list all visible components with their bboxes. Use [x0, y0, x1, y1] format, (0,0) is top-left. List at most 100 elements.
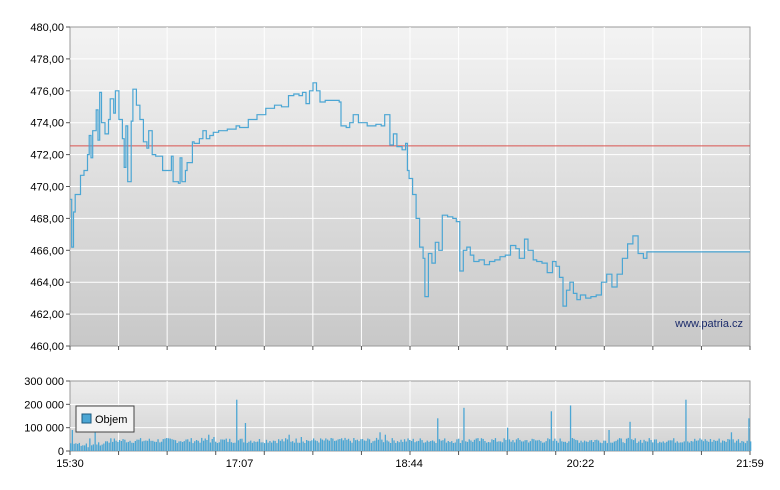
volume-bar — [255, 441, 257, 451]
volume-bar — [524, 440, 526, 451]
volume-bar — [347, 438, 350, 451]
volume-bar — [416, 441, 418, 451]
volume-bar — [138, 439, 140, 451]
volume-bar — [557, 442, 559, 451]
volume-bar — [91, 445, 93, 451]
volume-x-tick-label: 18:44 — [395, 458, 423, 470]
volume-bar — [522, 441, 525, 451]
volume-bar — [239, 438, 241, 451]
volume-bar — [127, 441, 129, 451]
volume-bar — [105, 441, 107, 451]
volume-bar — [124, 439, 126, 451]
volume-bar — [720, 442, 722, 451]
volume-bar — [575, 439, 577, 451]
volume-bar — [466, 441, 469, 451]
volume-bar — [604, 440, 607, 451]
volume-bar — [335, 440, 337, 451]
volume-bar — [669, 440, 671, 451]
volume-bar — [585, 441, 587, 451]
volume-bar — [162, 439, 164, 451]
volume-bar — [285, 438, 287, 451]
volume-bar — [166, 438, 168, 451]
volume-bar — [213, 437, 215, 451]
volume-bar — [430, 441, 432, 451]
volume-bar — [484, 441, 486, 451]
volume-bar — [125, 442, 128, 451]
volume-bar — [234, 442, 236, 451]
price-y-tick-label: 460,00 — [30, 341, 64, 353]
volume-bar — [683, 441, 685, 451]
volume-bar — [244, 423, 247, 451]
volume-bar — [232, 442, 234, 451]
legend-swatch — [81, 413, 92, 424]
volume-bar — [599, 442, 601, 451]
volume-bar — [73, 443, 75, 451]
volume-bar — [220, 439, 222, 451]
volume-bar — [569, 405, 572, 451]
volume-bar — [293, 442, 296, 451]
volume-bar — [743, 441, 745, 451]
volume-bar — [526, 440, 528, 451]
volume-bar — [437, 418, 439, 451]
volume-bar — [676, 441, 678, 451]
volume-bar — [283, 441, 285, 451]
volume-bar — [493, 440, 495, 451]
volume-bar — [407, 438, 409, 451]
volume-bar — [190, 438, 192, 451]
volume-bar — [110, 438, 112, 451]
volume-bar — [505, 439, 507, 451]
volume-bar — [442, 440, 444, 451]
volume-bar — [325, 438, 327, 451]
volume-bar — [78, 442, 80, 451]
volume-bar — [528, 442, 530, 451]
volume-bar — [82, 445, 84, 451]
volume-bar — [638, 441, 640, 451]
volume-bar — [688, 442, 691, 451]
volume-bar — [139, 438, 142, 451]
volume-bar — [279, 440, 282, 451]
volume-bar — [398, 442, 400, 451]
volume-bar — [417, 440, 420, 451]
volume-bar — [195, 440, 198, 451]
volume-bar — [659, 441, 661, 451]
volume-bar — [316, 440, 318, 451]
volume-bar — [227, 441, 229, 451]
volume-bar — [512, 440, 514, 451]
volume-bar — [185, 439, 187, 451]
volume-bar — [552, 440, 554, 451]
price-series-line — [70, 82, 750, 307]
volume-bar — [94, 432, 96, 451]
volume-bar — [632, 440, 635, 451]
volume-bar — [699, 438, 701, 451]
volume-bar — [592, 442, 594, 451]
volume-bar — [92, 444, 94, 451]
volume-bar — [535, 440, 537, 451]
volume-bar — [529, 441, 531, 451]
volume-bar — [304, 443, 306, 451]
volume-bar — [748, 418, 750, 451]
volume-bar — [260, 442, 262, 451]
volume-bar — [494, 438, 497, 451]
volume-bar — [576, 440, 579, 451]
legend-label: Objem — [95, 414, 127, 426]
volume-bar — [606, 443, 608, 451]
volume-bar — [456, 439, 458, 451]
volume-bar — [372, 441, 374, 451]
volume-bar — [183, 441, 185, 451]
volume-bar — [692, 441, 694, 451]
volume-bar — [327, 439, 329, 451]
volume-bar — [666, 441, 668, 451]
volume-bar — [634, 438, 636, 451]
volume-bar — [674, 442, 677, 451]
volume-bar — [150, 440, 152, 451]
volume-bar — [566, 442, 568, 451]
volume-bar — [103, 443, 105, 451]
volume-bar — [269, 441, 271, 451]
volume-bar — [451, 441, 453, 451]
volume-bar — [393, 440, 395, 451]
volume-bar — [181, 442, 184, 451]
volume-bar — [396, 441, 399, 451]
volume-bar — [276, 443, 278, 451]
volume-bar — [655, 439, 657, 451]
volume-bar — [543, 442, 545, 451]
